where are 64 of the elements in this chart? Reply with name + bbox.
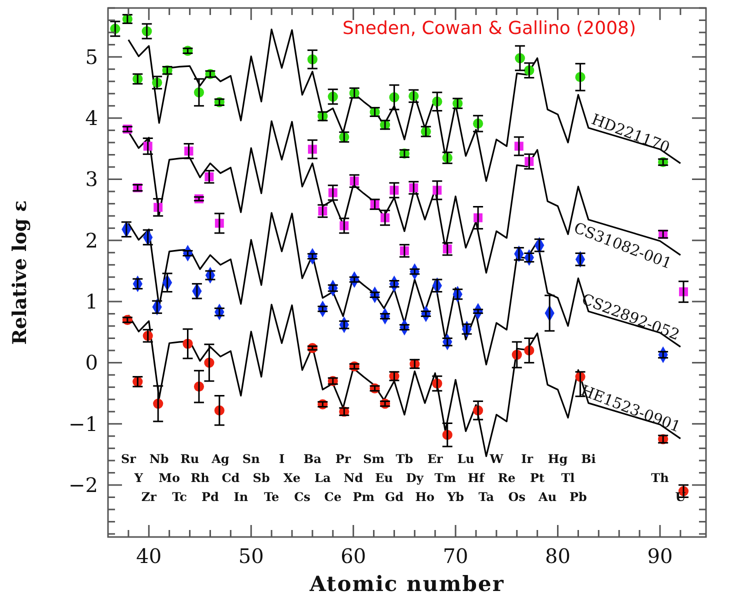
annotation: Pm xyxy=(352,490,375,504)
x-tick-label: 80 xyxy=(545,544,571,568)
annotation: Gd xyxy=(384,490,404,504)
annotation: Bi xyxy=(581,452,596,466)
annotation: I xyxy=(278,452,285,466)
y-tick-label: 5 xyxy=(85,44,98,69)
annotation: Rh xyxy=(190,471,210,485)
annotation: Hg xyxy=(548,452,568,466)
annotation: Th xyxy=(651,471,670,485)
annotation: Lu xyxy=(457,452,475,466)
x-axis-title: Atomic number xyxy=(308,571,504,596)
annotation: Yb xyxy=(446,490,464,504)
annotation: Nd xyxy=(344,471,364,485)
y-tick-label: 1 xyxy=(85,290,98,314)
annotation: Y xyxy=(133,471,144,485)
annotation: Ru xyxy=(180,452,200,466)
annotation: Re xyxy=(498,471,516,485)
annotation: Tc xyxy=(172,490,187,504)
annotation: Ir xyxy=(521,452,534,466)
annotation: Pb xyxy=(570,490,587,504)
annotation: Ba xyxy=(303,452,322,466)
annotation: Cd xyxy=(222,471,240,485)
annotation: Pd xyxy=(202,490,220,504)
annotation: Er xyxy=(427,452,444,466)
x-tick-label: 40 xyxy=(136,544,162,568)
annotation: Sneden, Cowan & Gallino (2008) xyxy=(342,18,636,39)
y-tick-label: −1 xyxy=(68,412,98,436)
annotation: Zr xyxy=(141,490,158,504)
annotation: Ta xyxy=(478,490,494,504)
annotation: Xe xyxy=(284,471,301,485)
x-tick-label: 90 xyxy=(647,544,673,568)
annotation: In xyxy=(234,490,248,504)
annotation: W xyxy=(488,452,504,466)
annotation: Dy xyxy=(406,471,424,485)
annotation: Tb xyxy=(396,452,414,466)
x-tick-label: 60 xyxy=(340,544,366,568)
y-tick-label: 3 xyxy=(85,167,98,192)
annotation: Te xyxy=(264,490,280,504)
annotation: Sb xyxy=(252,471,270,485)
annotation: Cs xyxy=(294,490,311,504)
annotation: Sn xyxy=(242,452,260,466)
y-tick-label: 2 xyxy=(85,228,98,252)
annotation: Nb xyxy=(149,452,169,466)
y-tick-label: 4 xyxy=(85,106,98,130)
annotation: Sr xyxy=(120,452,137,466)
annotation: Ce xyxy=(324,490,342,504)
y-tick-label: 0 xyxy=(85,350,98,375)
annotation: Au xyxy=(538,490,557,504)
annotation: Mo xyxy=(158,471,180,485)
annotation: Tl xyxy=(561,471,576,485)
annotation: Hf xyxy=(468,471,486,485)
annotation: Os xyxy=(508,490,526,504)
annotation: Ag xyxy=(210,452,230,466)
y-tick-label: −2 xyxy=(68,473,98,498)
annotation: Eu xyxy=(375,471,394,485)
annotation: Pr xyxy=(335,452,352,466)
annotation: Pt xyxy=(530,471,546,485)
x-tick-label: 50 xyxy=(238,544,264,568)
annotation: Tm xyxy=(434,471,456,485)
annotation: Sm xyxy=(363,452,385,466)
x-tick-label: 70 xyxy=(442,544,468,568)
y-axis-title: Relative log ε xyxy=(9,200,31,345)
annotation: Ho xyxy=(415,490,435,504)
annotation: La xyxy=(314,471,331,485)
